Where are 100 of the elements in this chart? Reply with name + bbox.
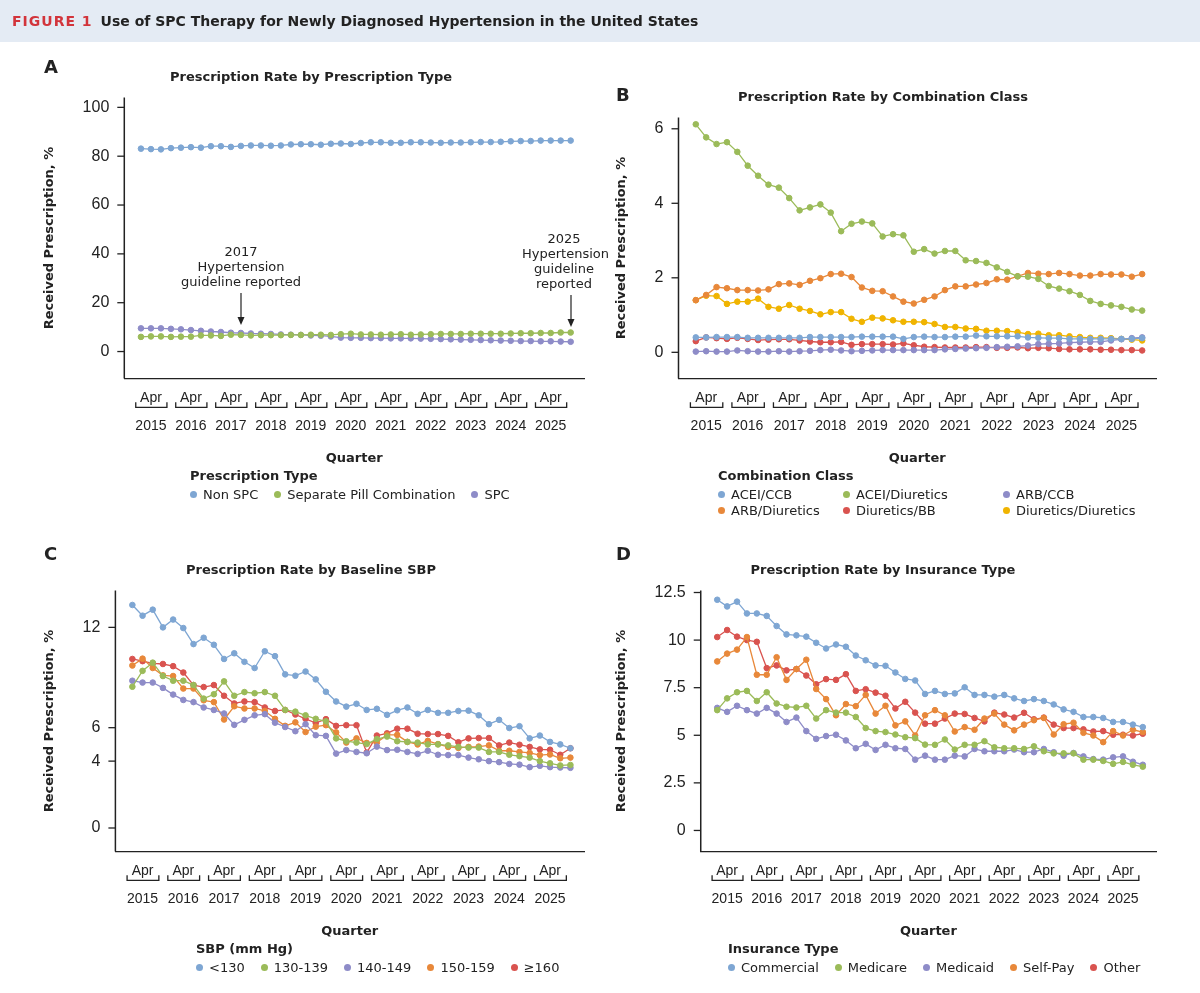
- y-tick-label: 0: [654, 342, 664, 360]
- caption: FIGURE 1: [12, 13, 93, 29]
- x-tick-label: Apr 2016: [175, 389, 207, 434]
- legend-title: Combination Class: [718, 468, 855, 483]
- legend-label: SPC: [483, 487, 510, 502]
- x-tick-label: Apr 2021: [939, 389, 972, 434]
- legend-label: ARB/Diuretics: [730, 503, 821, 518]
- x-tick-label: Apr 2021: [371, 862, 403, 907]
- x-tick-label: Apr 2022: [981, 389, 1013, 434]
- x-tick-label: Apr 2025: [1105, 389, 1138, 434]
- y-tick-label: 0: [100, 341, 110, 359]
- x-tick-label: Apr 2019: [289, 862, 322, 907]
- y-tick-label: 2.5: [663, 773, 686, 791]
- y-tick-label: 7.5: [663, 678, 686, 696]
- legend-label: Medicaid: [935, 960, 995, 975]
- x-tick-label: Apr 2018: [830, 862, 862, 907]
- annotation: 2017 Hypertension guideline reported: [180, 243, 302, 289]
- x-axis-title: Quarter: [888, 449, 947, 465]
- x-tick-label: Apr 2020: [330, 862, 363, 907]
- x-tick-label: Apr 2016: [751, 862, 783, 907]
- x-axis-title: Quarter: [321, 922, 379, 938]
- text: B: [616, 84, 630, 105]
- y-tick-label: 0: [676, 820, 686, 838]
- legend-label: Commercial: [740, 960, 819, 975]
- y-tick-label: 0: [91, 818, 101, 836]
- x-tick-label: Apr 2015: [711, 862, 743, 907]
- x-tick-label: Apr 2022: [412, 862, 444, 907]
- x-axis-title: Quarter: [325, 449, 384, 465]
- legend-label: Self-Pay: [1022, 960, 1075, 975]
- legend-label: ACEI/CCB: [730, 487, 794, 502]
- chart-title: Prescription Rate by Combination Class: [738, 89, 1029, 105]
- x-tick-label: Apr 2018: [249, 862, 281, 907]
- text: A: [44, 56, 58, 77]
- x-tick-label: Apr 2024: [493, 862, 526, 907]
- x-tick-label: Apr 2016: [167, 862, 200, 907]
- y-tick-label: 60: [91, 195, 110, 213]
- x-tick-label: Apr 2020: [335, 389, 367, 434]
- x-tick-label: Apr 2017: [773, 389, 805, 434]
- legend-label: ARB/CCB: [1015, 487, 1076, 502]
- x-tick-label: Apr 2016: [732, 389, 764, 434]
- x-tick-label: Apr 2024: [1064, 389, 1096, 434]
- y-axis-title: Received Prescription, %: [613, 156, 629, 340]
- legend-title: Prescription Type: [190, 468, 319, 483]
- legend-label: ≥160: [522, 960, 560, 975]
- legend-label: 130-139: [272, 960, 329, 975]
- y-axis-title: Received Prescription, %: [41, 146, 57, 330]
- y-tick-label: 12.5: [654, 582, 686, 600]
- x-tick-label: Apr 2020: [898, 389, 930, 434]
- x-tick-label: Apr 2025: [1107, 862, 1139, 907]
- y-tick-label: 10: [667, 630, 686, 648]
- x-tick-label: Apr 2021: [375, 389, 407, 434]
- y-tick-label: 6: [654, 119, 664, 137]
- x-tick-label: Apr 2025: [534, 862, 566, 907]
- x-tick-label: Apr 2022: [415, 389, 447, 434]
- legend-label: 150-159: [439, 960, 495, 975]
- x-tick-label: Apr 2019: [295, 389, 327, 434]
- y-axis-title: Received Prescription, %: [613, 629, 629, 813]
- x-tick-label: Apr 2024: [495, 389, 527, 434]
- x-tick-label: Apr 2018: [815, 389, 847, 434]
- x-tick-label: Apr 2022: [988, 862, 1021, 907]
- y-tick-label: 20: [91, 293, 110, 311]
- text: Use of SPC Therapy for Newly Diagnosed Hypertension in the United States: [100, 13, 699, 29]
- y-tick-label: 40: [91, 244, 110, 262]
- x-tick-label: Apr 2018: [255, 389, 287, 434]
- x-tick-label: Apr 2021: [949, 862, 981, 907]
- x-tick-label: Apr 2015: [126, 862, 159, 907]
- legend-label: Medicare: [846, 960, 908, 975]
- y-tick-label: 2: [654, 268, 664, 286]
- text: C: [44, 543, 58, 564]
- legend-label: Diuretics/BB: [855, 503, 937, 518]
- x-tick-label: Apr 2019: [856, 389, 889, 434]
- chart-title: Prescription Rate by Insurance Type: [750, 562, 1016, 578]
- x-tick-label: Apr 2025: [535, 389, 567, 434]
- legend-label: Other: [1102, 960, 1141, 975]
- legend-label: Separate Pill Combination: [286, 487, 456, 502]
- x-tick-label: Apr 2017: [790, 862, 823, 907]
- x-tick-label: Apr 2015: [135, 389, 167, 434]
- x-tick-label: Apr 2023: [1022, 389, 1055, 434]
- legend-label: ACEI/Diuretics: [855, 487, 949, 502]
- legend-title: Insurance Type: [728, 941, 840, 956]
- x-axis-title: Quarter: [899, 922, 958, 938]
- x-tick-label: Apr 2023: [1028, 862, 1060, 907]
- legend-title: SBP (mm Hg): [196, 941, 294, 956]
- y-tick-label: 6: [91, 718, 101, 736]
- x-tick-label: Apr 2017: [208, 862, 240, 907]
- y-tick-label: 5: [676, 725, 686, 743]
- legend-label: Non SPC: [202, 487, 259, 502]
- x-tick-label: Apr 2024: [1067, 862, 1100, 907]
- y-tick-label: 4: [91, 751, 101, 769]
- x-tick-label: Apr 2023: [452, 862, 485, 907]
- x-tick-label: Apr 2019: [869, 862, 902, 907]
- chart-title: Prescription Rate by Prescription Type: [169, 69, 453, 85]
- legend-label: <130: [208, 960, 245, 975]
- legend-label: Diuretics/Diuretics: [1015, 503, 1137, 518]
- x-tick-label: Apr 2023: [455, 389, 487, 434]
- legend-label: 140-149: [356, 960, 412, 975]
- y-tick-label: 4: [654, 193, 664, 211]
- chart-title: Prescription Rate by Baseline SBP: [186, 562, 436, 578]
- y-tick-label: 100: [82, 97, 110, 115]
- x-tick-label: Apr 2020: [909, 862, 941, 907]
